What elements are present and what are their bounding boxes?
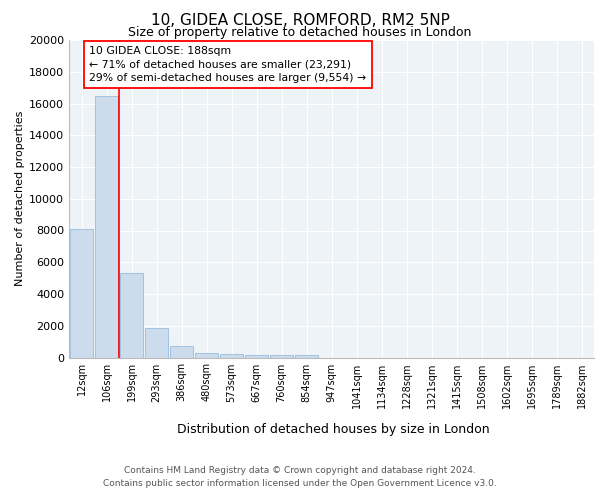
Y-axis label: Number of detached properties: Number of detached properties (15, 111, 25, 286)
Bar (295, 356, 319, 358)
Bar (194, 353, 218, 358)
Bar (245, 354, 268, 358)
Bar (220, 354, 244, 358)
Text: Size of property relative to detached houses in London: Size of property relative to detached ho… (128, 26, 472, 39)
Bar (269, 355, 293, 358)
Text: Distribution of detached houses by size in London: Distribution of detached houses by size … (176, 422, 490, 436)
Bar (95, 96, 118, 358)
Bar (170, 346, 193, 358)
Text: 10 GIDEA CLOSE: 188sqm
← 71% of detached houses are smaller (23,291)
29% of semi: 10 GIDEA CLOSE: 188sqm ← 71% of detached… (89, 46, 366, 83)
Bar (145, 328, 169, 358)
Bar (119, 274, 143, 357)
Bar (70, 229, 94, 358)
Text: Contains HM Land Registry data © Crown copyright and database right 2024.: Contains HM Land Registry data © Crown c… (124, 466, 476, 475)
Text: 10, GIDEA CLOSE, ROMFORD, RM2 5NP: 10, GIDEA CLOSE, ROMFORD, RM2 5NP (151, 13, 449, 28)
Text: Contains public sector information licensed under the Open Government Licence v3: Contains public sector information licen… (103, 479, 497, 488)
